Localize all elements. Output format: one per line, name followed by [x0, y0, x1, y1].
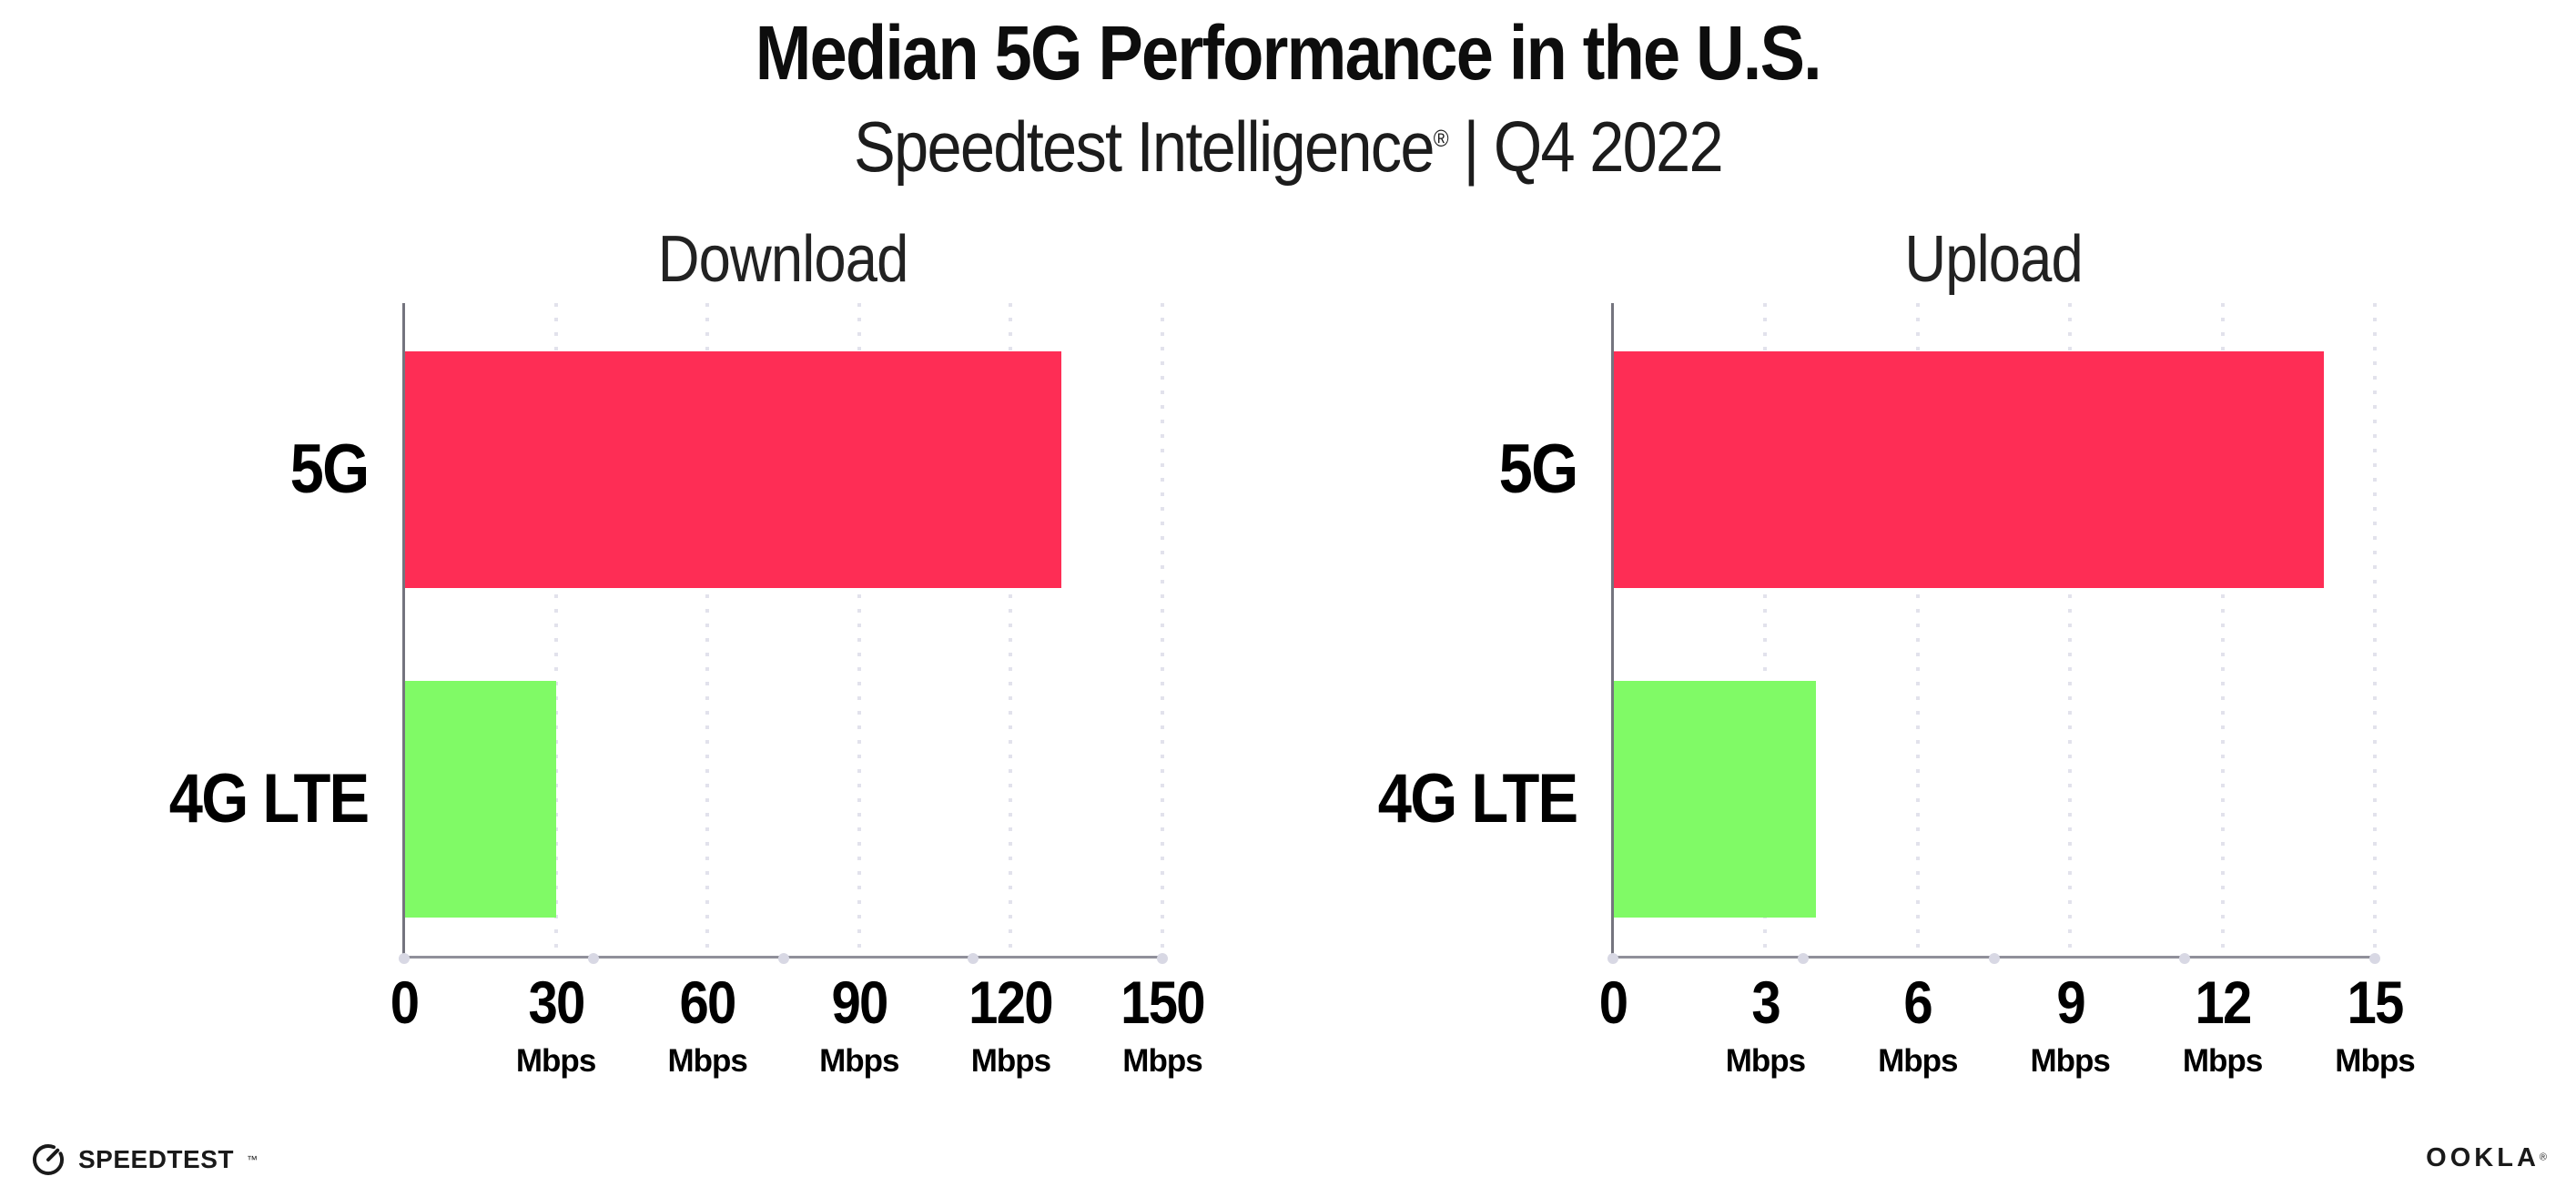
x-tick: 30 Mbps [515, 969, 596, 1079]
registered-mark: ® [2539, 1151, 2547, 1163]
download-category-label-4g-lte: 4G LTE [168, 760, 369, 837]
gridline [2373, 303, 2377, 959]
registered-mark: ® [1433, 125, 1449, 153]
download-category-label-5g: 5G [289, 431, 369, 508]
gridline [2068, 303, 2073, 959]
gridline [857, 303, 861, 959]
axis-tick-dot [777, 953, 789, 964]
x-tick: 150 Mbps [1121, 969, 1205, 1079]
axis-tick-dot [1988, 953, 2000, 964]
page-title: Median 5G Performance in the U.S. [0, 13, 2576, 93]
gridline [1763, 303, 1768, 959]
axis-tick-dot [967, 953, 979, 964]
x-tick: 15 Mbps [2335, 969, 2415, 1079]
upload-plot-area [1607, 303, 2380, 964]
upload-y-axis-line [1611, 303, 1614, 960]
speedtest-logo: SPEEDTEST ™ [31, 1140, 258, 1180]
x-tick: 120 Mbps [969, 969, 1054, 1079]
subtitle-product: Speedtest Intelligence [854, 107, 1435, 188]
x-tick: 0 [1598, 969, 1628, 1036]
upload-category-label-5g: 5G [1498, 431, 1577, 508]
header: Median 5G Performance in the U.S. Speedt… [0, 13, 2576, 188]
axis-tick-dot [1798, 953, 1810, 964]
axis-tick-dot [1607, 953, 1618, 964]
download-y-axis-line [402, 303, 405, 960]
x-tick: 0 [390, 969, 420, 1036]
axis-tick-dot [1157, 953, 1168, 964]
upload-5g-bar [1613, 351, 2325, 588]
x-tick: 9 Mbps [2030, 969, 2110, 1079]
ookla-logo: OOKLA® [2426, 1143, 2547, 1173]
x-tick: 3 Mbps [1725, 969, 1806, 1079]
page-subtitle: Speedtest Intelligence® | Q4 2022 [0, 106, 2576, 188]
subtitle-period: | Q4 2022 [1463, 107, 1724, 188]
gridline [705, 303, 710, 959]
axis-tick-dot [2178, 953, 2190, 964]
x-tick: 6 Mbps [1878, 969, 1958, 1079]
axis-tick-dot [588, 953, 600, 964]
axis-tick-dot [399, 953, 410, 964]
page-title-text: Median 5G Performance in the U.S. [755, 10, 1822, 96]
ookla-wordmark: OOKLA [2426, 1143, 2540, 1172]
upload-x-tick-labels: 0 3 Mbps 6 Mbps 9 Mbps 12 Mbps 15 Mbps [1599, 969, 2416, 1109]
x-tick: 60 Mbps [667, 969, 747, 1079]
x-tick: 90 Mbps [819, 969, 899, 1079]
gridline [553, 303, 558, 959]
gridline [2220, 303, 2225, 959]
axis-tick-dot [2369, 953, 2380, 964]
x-tick: 12 Mbps [2182, 969, 2263, 1079]
subtitle-inner: Speedtest Intelligence® | Q4 2022 [854, 106, 1724, 188]
upload-category-label-4g-lte: 4G LTE [1377, 760, 1577, 837]
gridline [1161, 303, 1164, 959]
download-chart-title: Download [658, 223, 909, 296]
gridline [1009, 303, 1013, 959]
download-x-tick-labels: 0 30 Mbps 60 Mbps 90 Mbps 120 Mbps 150 M… [390, 969, 1206, 1109]
download-plot-area [399, 303, 1168, 964]
upload-4g-lte-bar [1613, 681, 1817, 918]
upload-chart-title: Upload [1904, 223, 2084, 296]
speedtest-gauge-icon [31, 1142, 66, 1177]
trademark-mark: ™ [246, 1153, 258, 1166]
download-4g-lte-bar [404, 681, 556, 918]
speedtest-wordmark: SPEEDTEST [78, 1145, 234, 1173]
gridline [1915, 303, 1920, 959]
download-5g-bar [404, 351, 1061, 588]
